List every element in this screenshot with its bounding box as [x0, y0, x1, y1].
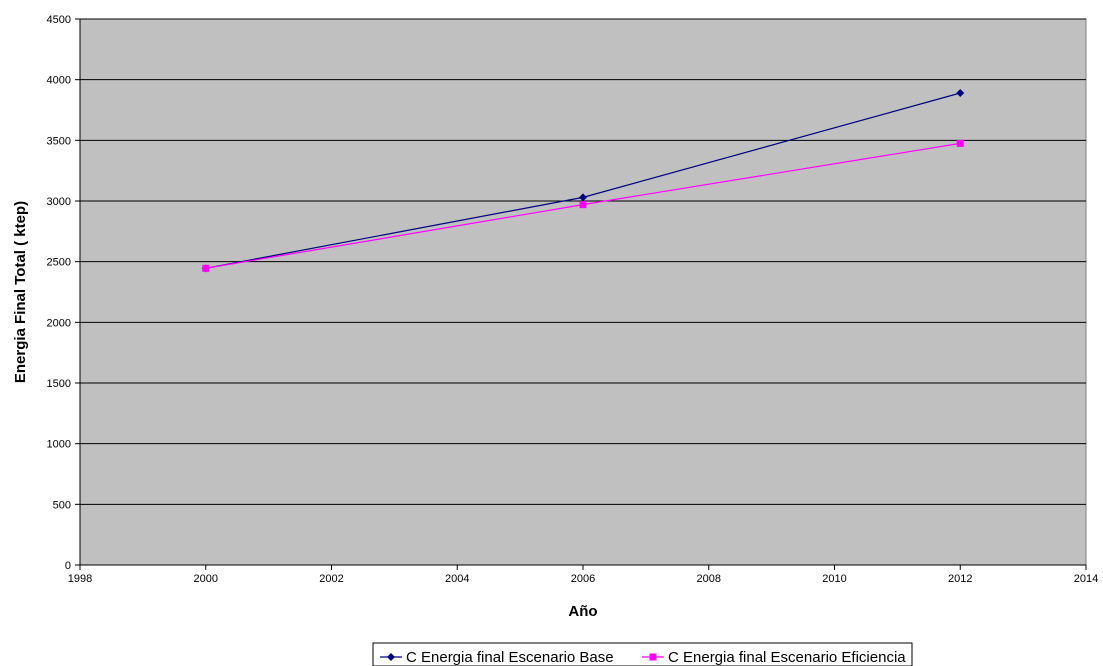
series-layer — [201, 89, 965, 273]
data-point — [579, 201, 587, 209]
y-tick-label: 1000 — [47, 439, 71, 451]
legend-label: C Energia final Escenario Eficiencia — [668, 649, 906, 666]
x-tick-label: 2014 — [1074, 573, 1098, 585]
y-tick-label: 4000 — [47, 75, 71, 87]
y-tick-label: 4500 — [47, 14, 71, 26]
plot-area — [79, 18, 1087, 566]
legend-swatch-marker — [387, 653, 395, 661]
legend-label: C Energia final Escenario Base — [406, 649, 614, 666]
x-tick-label: 2006 — [571, 573, 595, 585]
x-axis: 1998 2000 2002 2004 2006 2008 2010 2012 2014 — [68, 565, 1098, 585]
y-tick-label: 2000 — [47, 317, 71, 329]
y-tick-label: 0 — [65, 560, 71, 572]
x-axis-title: Año — [568, 603, 597, 620]
data-point — [202, 264, 210, 272]
x-tick-label: 2010 — [822, 573, 846, 585]
x-tick-label: 2004 — [445, 573, 469, 585]
y-tick-label: 2500 — [47, 257, 71, 269]
y-tick-label: 3000 — [47, 196, 71, 208]
legend: C Energia final Escenario Base C Energia … — [372, 642, 913, 666]
data-point — [956, 139, 964, 147]
y-tick-label: 500 — [53, 499, 71, 511]
legend-swatch-marker — [649, 653, 657, 661]
x-tick-label: 2002 — [319, 573, 343, 585]
series-2 — [202, 139, 964, 272]
y-axis-title: Energia Final Total ( ktep) — [12, 201, 29, 383]
y-tick-label: 1500 — [47, 378, 71, 390]
x-tick-label: 2000 — [194, 573, 218, 585]
x-tick-label: 2012 — [948, 573, 972, 585]
y-tick-label: 3500 — [47, 135, 71, 147]
data-point — [956, 89, 965, 98]
data-point — [579, 193, 587, 202]
y-axis: 0 500 1000 1500 2000 2500 3000 3500 4000 4500 — [47, 14, 80, 572]
x-tick-label: 2008 — [697, 573, 721, 585]
legend-box — [372, 642, 913, 666]
x-tick-label: 1998 — [68, 573, 92, 585]
